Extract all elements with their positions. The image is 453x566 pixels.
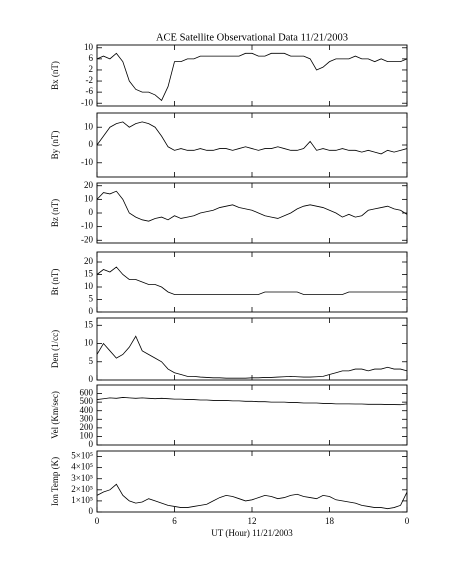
y-axis-label: Bx (nT) (50, 61, 60, 90)
y-tick-label: -20 (81, 234, 93, 244)
y-axis-label: By (nT) (50, 131, 60, 160)
y-tick-label: -10 (81, 97, 93, 107)
y-tick-label: 0 (89, 374, 94, 384)
y-axis-label: Bz (nT) (50, 199, 60, 227)
y-axis-label: Bt (nT) (50, 269, 60, 296)
y-tick-label: 15 (84, 269, 94, 279)
y-tick-label: 0 (89, 439, 94, 449)
y-tick-label: -2 (86, 75, 94, 85)
x-axis-label: UT (Hour) 11/21/2003 (211, 528, 293, 538)
y-tick-label: 3×10⁵ (71, 473, 93, 483)
data-line (96, 121, 408, 155)
y-tick-label: 2×10⁵ (71, 484, 93, 494)
y-tick-label: 10 (84, 193, 94, 203)
x-tick-label: 0 (405, 516, 410, 526)
y-tick-label: 300 (80, 413, 94, 423)
y-tick-label: 100 (80, 430, 94, 440)
data-line (96, 190, 408, 222)
y-tick-label: 10 (84, 338, 94, 348)
y-tick-label: -6 (86, 86, 94, 96)
panel-frame (96, 317, 408, 381)
y-tick-label: -10 (81, 157, 93, 167)
y-axis-label: Ion Temp (K) (50, 457, 60, 506)
y-tick-label: 15 (84, 319, 94, 329)
y-tick-label: 400 (80, 405, 94, 415)
y-axis-label: Den (1/cc) (50, 330, 60, 368)
y-tick-label: 0 (89, 306, 94, 316)
x-tick-label: 12 (248, 516, 257, 526)
chart-title: ACE Satellite Observational Data 11/21/2… (156, 32, 348, 43)
data-line (96, 52, 408, 102)
y-tick-label: 10 (84, 281, 94, 291)
x-tick-label: 6 (172, 516, 177, 526)
y-tick-label: 5 (89, 294, 94, 304)
y-tick-label: 2 (89, 64, 94, 74)
y-axis-label: Vel (Km/sec) (50, 391, 60, 439)
y-tick-label: 20 (84, 180, 94, 190)
y-tick-label: 4×10⁵ (71, 462, 93, 472)
y-tick-label: 10 (84, 42, 94, 52)
y-tick-label: 600 (80, 388, 94, 398)
y-tick-label: 500 (80, 396, 94, 406)
data-line (96, 483, 408, 510)
x-tick-label: 0 (95, 516, 100, 526)
y-tick-label: 200 (80, 422, 94, 432)
panel-frame (96, 384, 408, 446)
panel-frame (96, 450, 408, 513)
y-tick-label: 5×10⁵ (71, 451, 93, 461)
data-line (96, 266, 407, 295)
y-tick-label: 0 (89, 139, 94, 149)
y-tick-label: 20 (84, 256, 94, 266)
y-tick-label: 10 (84, 121, 94, 131)
y-tick-label: 0 (89, 506, 94, 516)
data-line (96, 335, 408, 379)
panel-frame (96, 251, 408, 313)
y-tick-label: 1×10⁵ (71, 495, 93, 505)
panel-frame (96, 182, 408, 244)
y-tick-label: -10 (81, 221, 93, 231)
data-line (96, 397, 408, 406)
y-tick-label: 5 (89, 356, 94, 366)
x-tick-label: 18 (325, 516, 335, 526)
y-tick-label: 0 (89, 207, 94, 217)
y-tick-label: 6 (89, 53, 94, 63)
panel-frame (96, 44, 408, 107)
